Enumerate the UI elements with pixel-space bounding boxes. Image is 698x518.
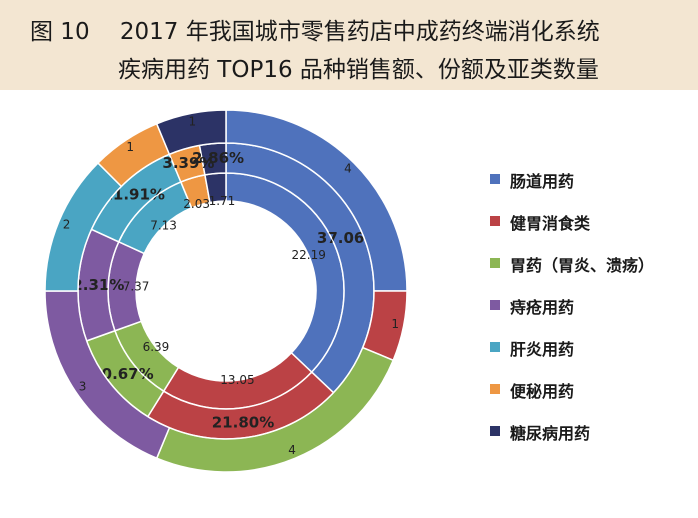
outer-ring-label-6: 1 (126, 140, 134, 154)
legend-swatch-6 (490, 384, 500, 394)
middle-ring-label-6: 3.39% (162, 154, 214, 172)
legend-label-5: 肝炎用药 (510, 340, 575, 359)
legend-label-2: 健胃消食类 (510, 214, 591, 233)
legend-swatch-3 (490, 258, 500, 268)
inner-ring-label-1: 22.19 (291, 248, 325, 262)
inner-ring-label-7: 1.71 (209, 194, 236, 208)
legend-swatch-5 (490, 342, 500, 352)
ring-separator-1 (107, 172, 345, 410)
legend-swatch-7 (490, 426, 500, 436)
inner-ring-label-6: 2.03 (183, 197, 210, 211)
outer-ring-label-3: 4 (288, 443, 296, 457)
legend-label-4: 痔疮用药 (510, 298, 575, 317)
chart-title-line-2: 疾病用药 TOP16 品种销售额、份额及亚类数量 (118, 57, 599, 83)
legend-label-1: 肠道用药 (510, 172, 575, 191)
outer-ring-label-7: 1 (189, 114, 197, 128)
legend-label-6: 便秘用药 (510, 382, 575, 401)
chart-title-line-1: 图 10 2017 年我国城市零售药店中成药终端消化系统 (30, 19, 600, 45)
outer-ring-label-4: 3 (79, 379, 87, 393)
outer-ring-label-2: 1 (391, 317, 399, 331)
legend-label-7: 糖尿病用药 (510, 424, 591, 443)
legend-swatch-1 (490, 174, 500, 184)
middle-ring-label-7: 2.86% (192, 149, 244, 167)
title-bar: 图 10 2017 年我国城市零售药店中成药终端消化系统 疾病用药 TOP16 … (0, 0, 698, 90)
inner-ring-label-5: 7.13 (150, 219, 177, 233)
legend-swatch-2 (490, 216, 500, 226)
outer-ring-label-5: 2 (63, 217, 71, 231)
legend-label-3: 胃药（胃炎、溃疡） (510, 256, 655, 275)
middle-ring-label-2: 21.80% (212, 413, 274, 431)
inner-ring-label-3: 6.39 (143, 340, 170, 354)
legend-swatch-4 (490, 300, 500, 310)
outer-ring-label-1: 4 (344, 162, 352, 176)
inner-ring-label-2: 13.05 (220, 373, 254, 387)
ring-separator-2 (77, 142, 375, 440)
donut-chart: 22.1913.056.397.377.132.031.7137.06%21.8… (44, 109, 408, 473)
inner-ring-label-4: 7.37 (123, 280, 150, 294)
